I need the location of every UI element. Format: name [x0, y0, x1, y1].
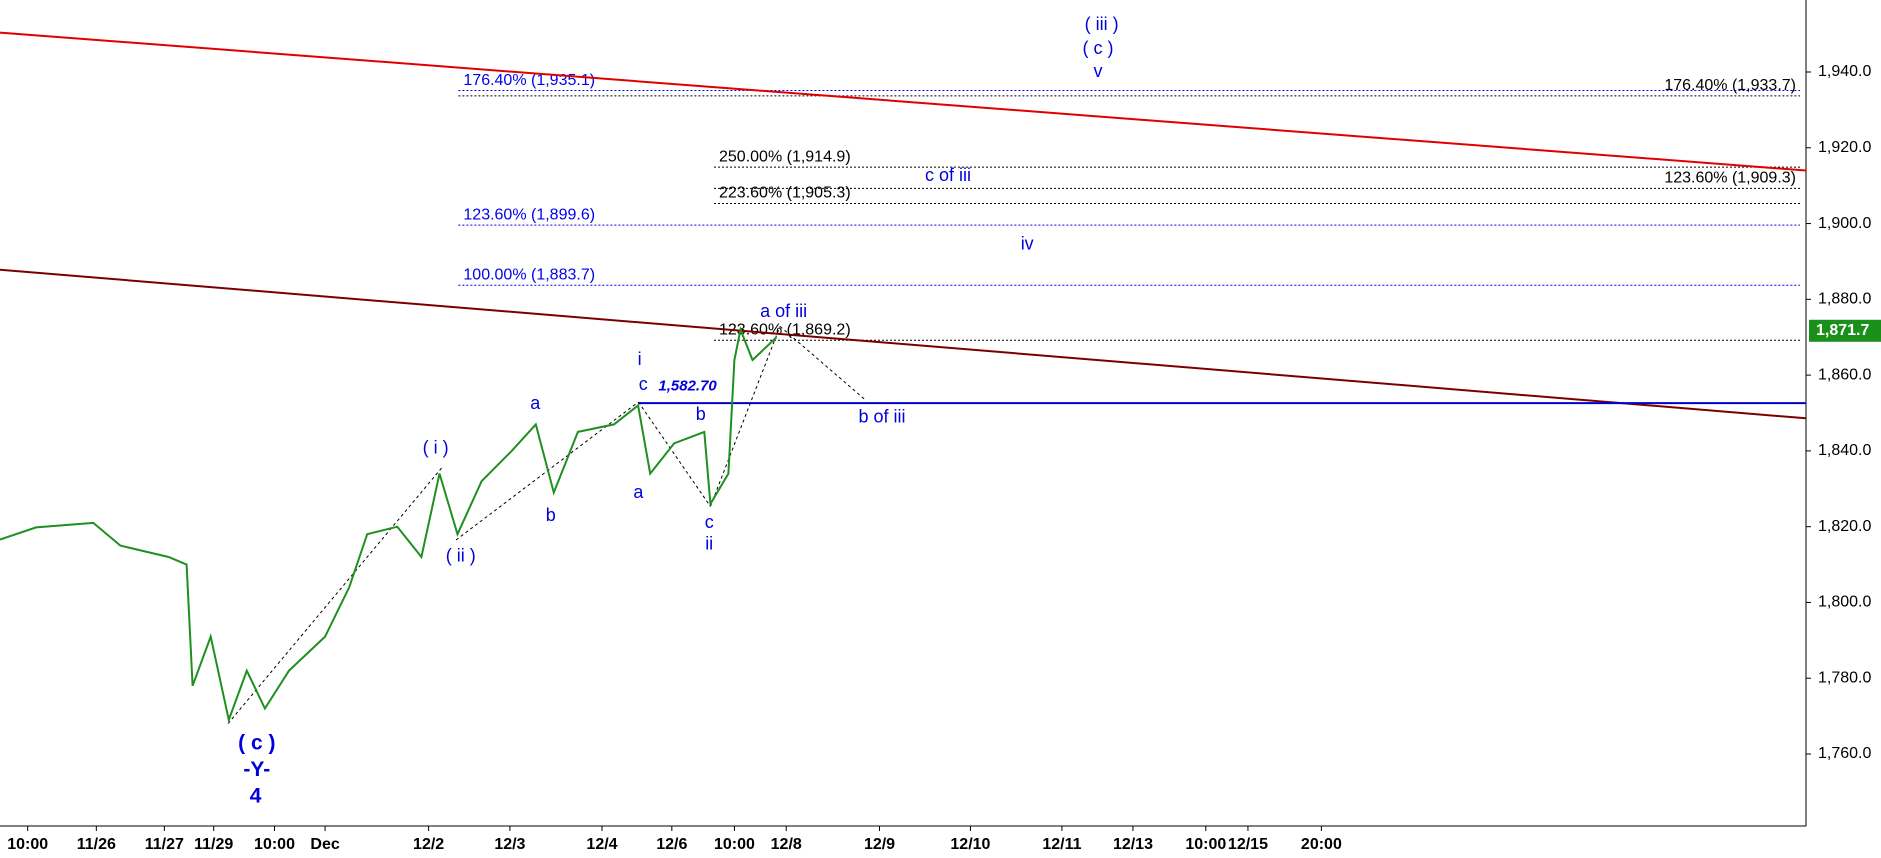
wave-label: a of iii — [760, 301, 807, 321]
fib-label: 100.00% (1,883.7) — [463, 267, 595, 284]
wave-label: a — [633, 482, 644, 502]
fib-label: 123.60% (1,899.6) — [463, 206, 595, 223]
x-tick-label: 12/11 — [1042, 836, 1081, 853]
wave-label: c — [639, 374, 648, 394]
wave-label: ( ii ) — [446, 546, 476, 566]
wave-label: ( iii ) — [1085, 14, 1119, 34]
wave-label: 4 — [250, 784, 262, 807]
y-tick-label: 1,880.0 — [1818, 291, 1871, 308]
x-tick-label: 12/13 — [1113, 836, 1153, 853]
price-line — [0, 326, 778, 724]
x-tick-label: 10:00 — [7, 836, 48, 853]
wave-label: i — [638, 349, 642, 369]
wave-label: ( i ) — [423, 438, 449, 458]
fib-label: 123.60% (1,909.3) — [1664, 170, 1796, 187]
wave-label: b — [546, 505, 556, 525]
wave-label: v — [1094, 61, 1103, 81]
y-tick-label: 1,940.0 — [1818, 63, 1871, 80]
x-tick-label: 11/26 — [77, 836, 116, 853]
wave-connector — [779, 326, 867, 402]
y-tick-label: 1,840.0 — [1818, 442, 1871, 459]
last-price-label: 1,871.7 — [1816, 322, 1869, 339]
wave-label: ( c ) — [238, 732, 275, 755]
x-tick-label: 10:00 — [254, 836, 295, 853]
x-tick-label: 12/10 — [950, 836, 990, 853]
x-tick-label: 10:00 — [714, 836, 755, 853]
y-tick-label: 1,860.0 — [1818, 366, 1871, 383]
x-tick-label: 10:00 — [1185, 836, 1226, 853]
wave-connector — [227, 467, 442, 724]
y-tick-label: 1,800.0 — [1818, 594, 1871, 611]
x-tick-label: 12/2 — [413, 836, 444, 853]
wave-label: ii — [705, 534, 713, 554]
x-tick-label: 11/27 — [145, 836, 184, 853]
x-tick-label: Dec — [310, 836, 339, 853]
wave-label: c — [705, 512, 714, 532]
x-tick-label: 12/6 — [656, 836, 687, 853]
wave-label: 1,582.70 — [658, 377, 717, 394]
x-tick-label: 12/9 — [864, 836, 895, 853]
fib-label: 123.60% (1,869.2) — [719, 321, 851, 338]
x-tick-label: 12/4 — [586, 836, 617, 853]
x-tick-label: 11/29 — [194, 836, 233, 853]
trendline — [0, 31, 1807, 172]
y-tick-label: 1,820.0 — [1818, 518, 1871, 535]
fib-label: 176.40% (1,933.7) — [1664, 77, 1796, 94]
wave-label: b — [696, 404, 706, 424]
wave-label: a — [530, 393, 541, 413]
wave-label: b of iii — [858, 406, 905, 426]
wave-label: ( c ) — [1083, 38, 1114, 58]
wave-connector — [709, 326, 781, 507]
wave-label: -Y- — [243, 758, 270, 781]
wave-label: iv — [1021, 234, 1034, 254]
wave-label: c of iii — [925, 165, 971, 185]
y-tick-label: 1,920.0 — [1818, 139, 1871, 156]
trendline — [0, 268, 1807, 420]
y-tick-label: 1,780.0 — [1818, 669, 1871, 686]
fib-label: 176.40% (1,935.1) — [463, 72, 595, 89]
last-price-box — [1809, 319, 1881, 342]
y-tick-label: 1,760.0 — [1818, 745, 1871, 762]
fib-label: 223.60% (1,905.3) — [719, 185, 851, 202]
y-tick-label: 1,900.0 — [1818, 215, 1871, 232]
fib-label: 250.00% (1,914.9) — [719, 148, 851, 165]
x-tick-label: 20:00 — [1301, 836, 1342, 853]
x-tick-label: 12/8 — [771, 836, 802, 853]
x-tick-label: 12/15 — [1228, 836, 1268, 853]
x-tick-label: 12/3 — [494, 836, 525, 853]
